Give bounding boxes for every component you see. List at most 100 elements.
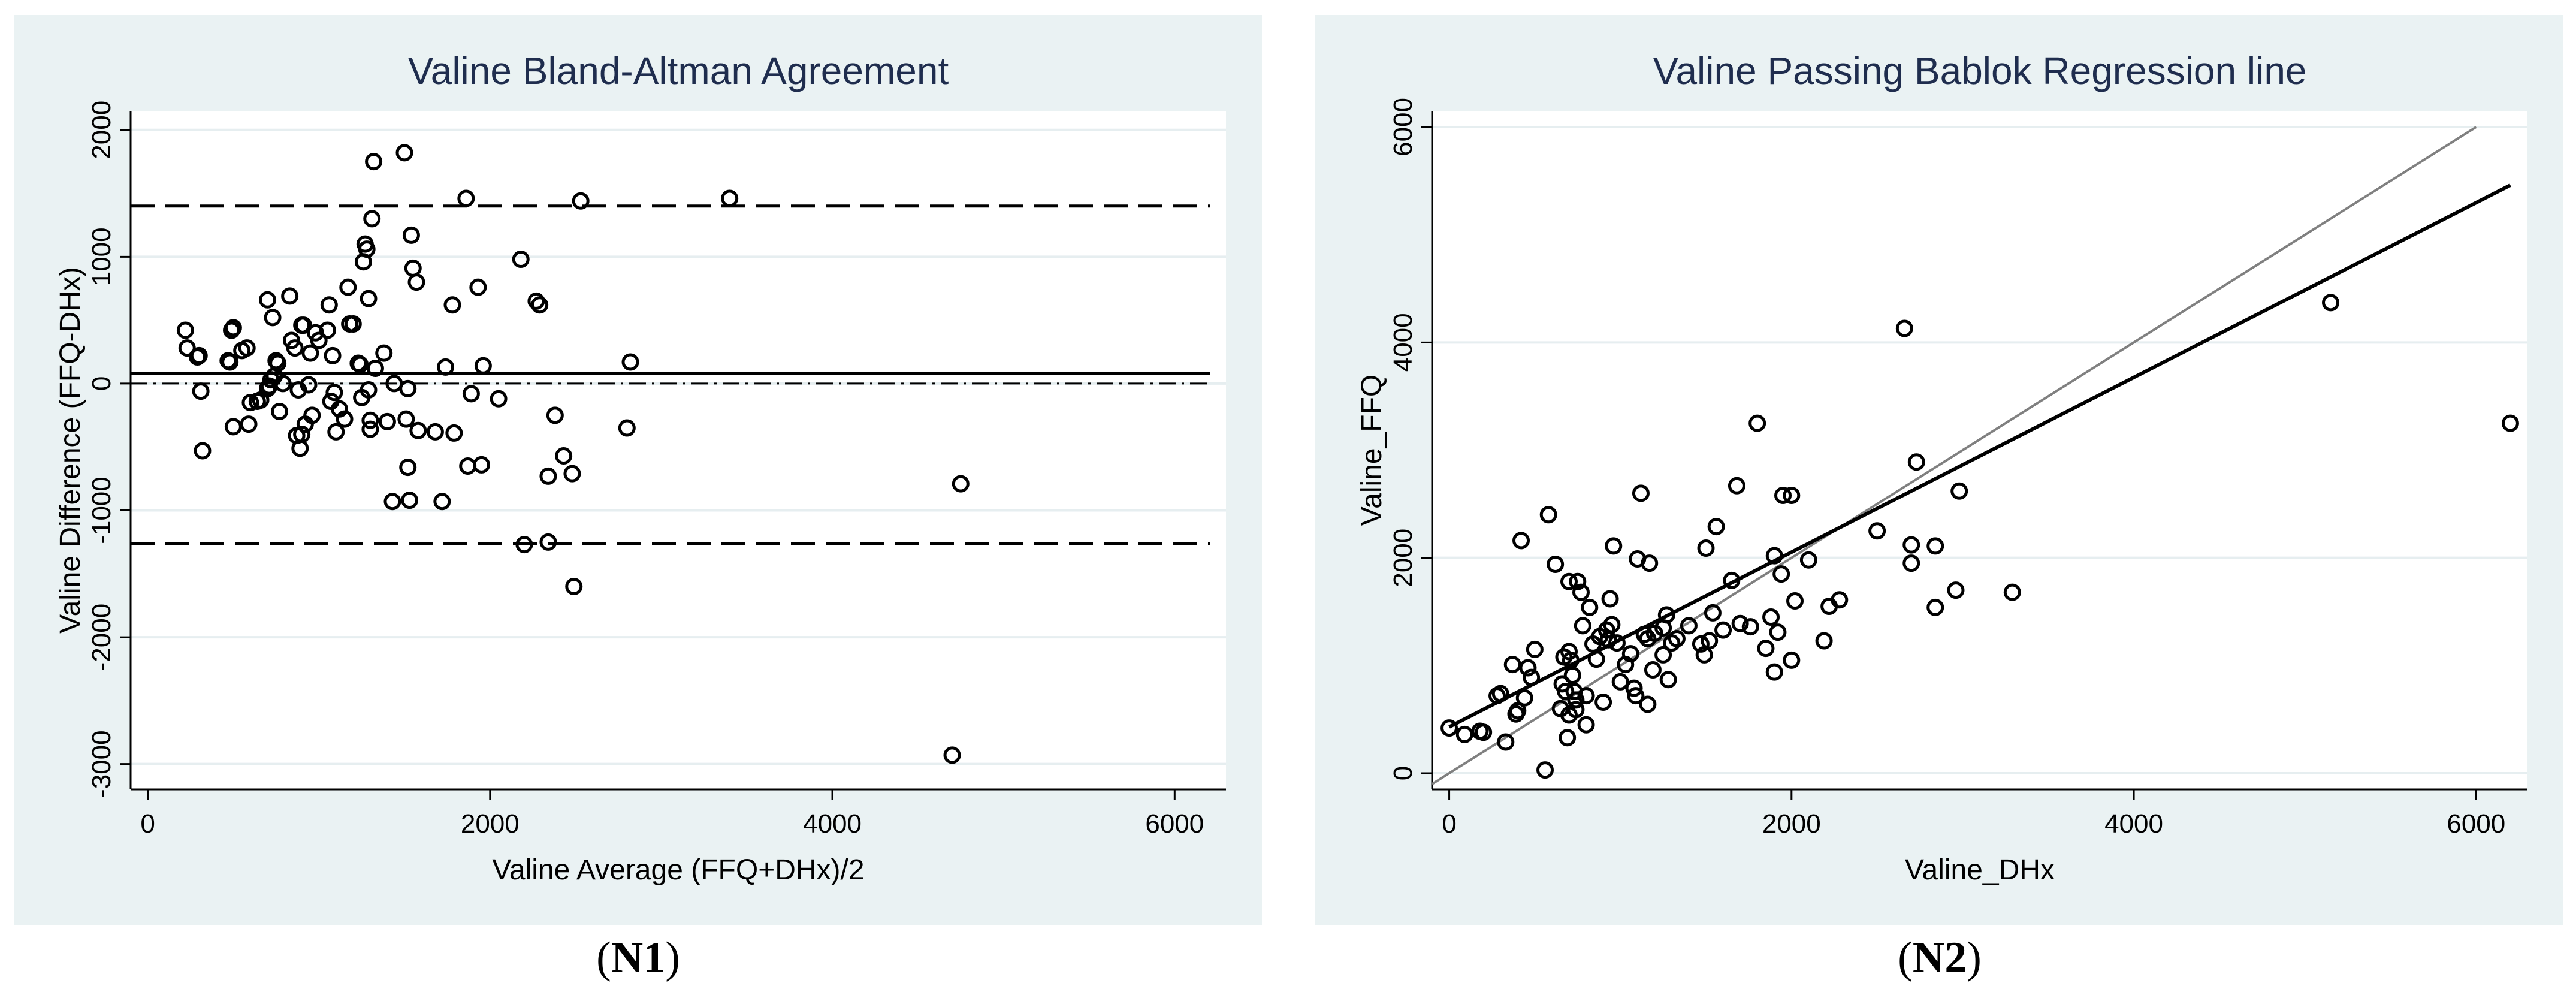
- passing-bablok-panel: 0 2000 4000 6000 0 2000 4000 6000 Valine Passing…: [1315, 15, 2563, 925]
- chart2-data-point: [1799, 551, 1817, 569]
- chart2-data-point: [1774, 486, 1792, 504]
- chart1-data-point: [943, 746, 961, 764]
- chart1-data-point: [395, 144, 413, 162]
- chart1-x-tick-label: 6000: [1145, 809, 1204, 839]
- chart2-identity-line: [1431, 126, 2477, 785]
- chart1-data-point: [618, 419, 636, 437]
- chart1-data-point: [327, 423, 345, 441]
- chart2-x-tick-label: 0: [1442, 809, 1456, 839]
- chart2-data-point: [1560, 643, 1578, 661]
- chart2-data-point: [1701, 632, 1719, 650]
- chart1-data-point: [721, 189, 739, 207]
- chart1-data-point: [426, 423, 444, 441]
- chart1-x-tick-label: 0: [140, 809, 155, 839]
- chart1-data-point: [445, 424, 463, 442]
- chart1-data-point: [221, 353, 239, 371]
- chart1-data-point: [473, 456, 491, 474]
- chart2-data-point: [1519, 659, 1537, 677]
- chart1-data-point: [375, 344, 393, 362]
- chart1-data-point: [539, 533, 557, 551]
- chart1-data-point: [264, 309, 282, 327]
- chart2-data-point: [1786, 592, 1804, 610]
- chart2-data-point: [1603, 616, 1621, 634]
- chart1-data-point: [363, 210, 381, 228]
- chart1-data-point: [178, 339, 196, 357]
- chart1-data-point: [512, 251, 530, 269]
- chart2-x-axis-label: Valine_DHx: [1905, 854, 2055, 886]
- chart2-data-point: [1668, 629, 1686, 647]
- chart2-data-point: [1547, 555, 1565, 573]
- bland-altman-panel: -3000 -2000 -1000 0 1000 2000 0 2000 4000 6000 Val…: [14, 15, 1262, 925]
- chart2-data-point: [1657, 606, 1675, 624]
- chart1-data-point: [190, 346, 208, 364]
- chart1-data-point: [515, 536, 533, 554]
- chart1-data-point: [361, 420, 379, 438]
- chart2-data-point: [1731, 614, 1749, 632]
- chart2-data-point: [1611, 673, 1629, 691]
- chart1-y-tick-label: 0: [87, 376, 116, 391]
- chart2-data-point: [1567, 701, 1585, 719]
- chart2-data-point: [2003, 583, 2021, 601]
- chart1-data-point: [301, 344, 319, 362]
- chart2-data-point: [1627, 687, 1645, 705]
- chart2-plot-area: [1432, 111, 2527, 789]
- chart2-title: Valine Passing Bablok Regression line: [1653, 49, 2307, 92]
- chart2-data-point: [2322, 294, 2340, 312]
- chart2-data-point: [1947, 581, 1965, 599]
- chart1-data-point: [572, 192, 590, 210]
- chart1-data-point: [366, 360, 384, 378]
- chart2-data-point: [1902, 554, 1920, 572]
- chart1-y-tick-label: 1000: [87, 227, 116, 286]
- chart2-data-point: [1895, 319, 1913, 337]
- chart2-data-point: [1704, 604, 1722, 622]
- chart2-data-point: [1497, 733, 1515, 751]
- chart2-y-tick-label: 4000: [1388, 313, 1418, 372]
- chart1-data-point: [336, 410, 354, 428]
- chart1-data-point: [555, 447, 573, 465]
- chart1-plot-area: [131, 111, 1226, 789]
- chart2-data-point: [1621, 645, 1639, 663]
- caption-n1-close: ): [665, 933, 680, 982]
- chart1-data-point: [457, 189, 475, 207]
- chart1-data-point: [402, 226, 420, 244]
- chart1-data-point: [339, 278, 357, 296]
- passing-bablok-chart: 0 2000 4000 6000 0 2000 4000 6000 Valine Passing…: [1356, 49, 2527, 886]
- caption-n1-label: N1: [611, 933, 666, 982]
- chart2-data-point: [1697, 539, 1715, 557]
- chart2-data-point: [1569, 572, 1587, 590]
- chart1-data-point: [344, 315, 362, 333]
- chart1-data-point: [952, 475, 970, 493]
- chart2-y-tick-label: 2000: [1388, 529, 1418, 587]
- chart1-data-point: [325, 384, 343, 402]
- chart2-y-tick-label: 0: [1388, 766, 1418, 780]
- chart2-data-point: [1868, 522, 1886, 540]
- chart2-data-point: [1526, 640, 1544, 658]
- chart2-data-point: [1577, 687, 1595, 705]
- chart2-data-point: [1765, 663, 1783, 681]
- chart1-data-point: [293, 426, 311, 444]
- chart2-data-point: [1831, 591, 1849, 609]
- chart2-x-tick-label: 2000: [1762, 809, 1821, 839]
- caption-n1-open: (: [596, 933, 611, 982]
- chart2-data-point: [1512, 532, 1530, 550]
- chart2-data-point: [1601, 590, 1619, 608]
- caption-n2-label: N2: [1912, 933, 1967, 982]
- chart2-data-point: [1491, 685, 1509, 702]
- chart1-data-point: [176, 321, 194, 339]
- chart2-data-point: [1926, 598, 1944, 616]
- chart2-data-point: [1605, 537, 1623, 555]
- chart1-data-point: [378, 412, 396, 430]
- chart2-data-point: [1608, 634, 1626, 652]
- chart1-data-point: [527, 292, 545, 310]
- chart2-data-point: [1680, 617, 1698, 635]
- caption-n2-open: (: [1898, 933, 1913, 982]
- chart2-data-point: [1815, 632, 1833, 650]
- chart2-data-point: [1902, 536, 1920, 554]
- chart1-data-point: [490, 390, 508, 408]
- chart1-data-point: [274, 375, 292, 393]
- chart2-data-point: [1659, 671, 1677, 689]
- chart2-data-point: [1644, 661, 1662, 679]
- bland-altman-chart: -3000 -2000 -1000 0 1000 2000 0 2000 4000 6000 Val…: [55, 49, 1226, 886]
- chart2-data-point: [1539, 506, 1557, 524]
- caption-n2: (N2): [1820, 933, 2059, 984]
